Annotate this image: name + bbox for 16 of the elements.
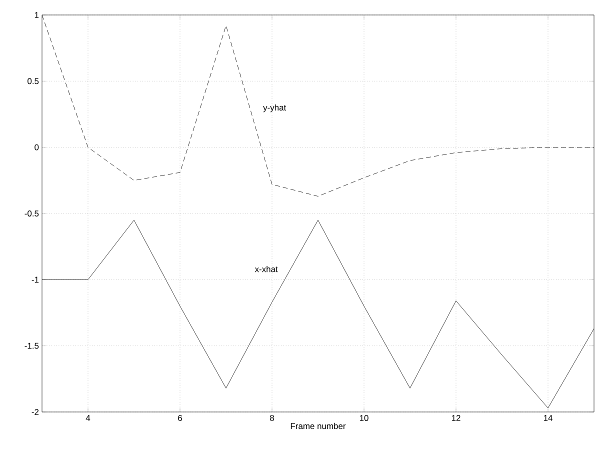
- series-label: y-yhat: [263, 104, 286, 112]
- x-axis-title: Frame number: [290, 422, 346, 430]
- y-tick-label: 1: [34, 12, 39, 18]
- x-tick-label: 10: [360, 415, 368, 421]
- x-tick-label: 6: [178, 415, 182, 421]
- y-tick-label: -2: [32, 409, 39, 415]
- x-tick-label: 12: [452, 415, 460, 421]
- x-tick-label: 14: [544, 415, 552, 421]
- y-tick-label: 0.5: [28, 78, 39, 84]
- x-tick-label: 4: [86, 415, 90, 421]
- y-tick-label: 0: [34, 144, 39, 150]
- y-tick-label: -1.5: [24, 342, 39, 349]
- y-tick-label: -1: [32, 276, 39, 283]
- x-tick-label: 8: [270, 415, 274, 421]
- y-tick-label: -0.5: [24, 210, 39, 216]
- series-label: x-xhat: [254, 266, 278, 272]
